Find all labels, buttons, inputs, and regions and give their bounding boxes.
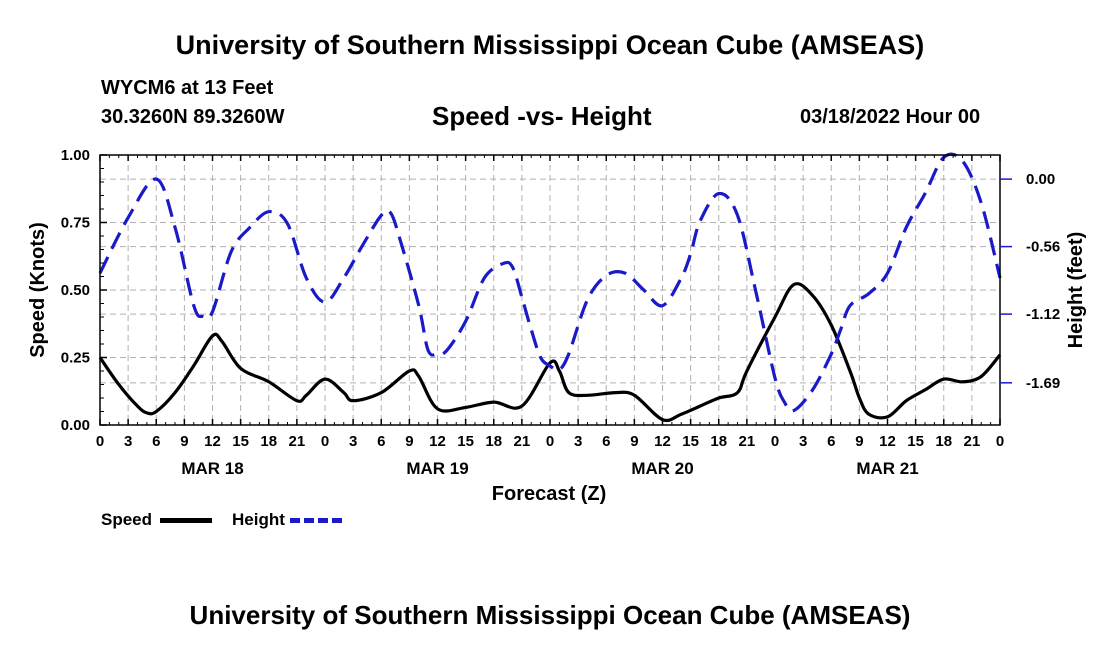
x-tick-label: 9 <box>405 433 413 450</box>
x-tick-label: 21 <box>289 433 306 450</box>
x-tick-label: 21 <box>514 433 531 450</box>
y-tick-label: 0.00 <box>61 417 90 434</box>
x-tick-label: 3 <box>349 433 357 450</box>
plot-subtitle: Speed -vs- Height <box>432 101 652 131</box>
height-series-line <box>98 152 1002 413</box>
forecast-datetime: 03/18/2022 Hour 00 <box>800 106 981 128</box>
x-tick-label: 9 <box>180 433 188 450</box>
date-label: MAR 20 <box>631 459 693 478</box>
y-axis-title: Speed (Knots) <box>27 222 49 358</box>
footer-title: University of Southern Mississippi Ocean… <box>189 600 911 630</box>
x-tick-label: 12 <box>879 433 896 450</box>
x-tick-label: 18 <box>260 433 277 450</box>
x-tick-label: 12 <box>654 433 671 450</box>
date-label: MAR 19 <box>406 459 468 478</box>
y2-tick-label: -0.56 <box>1026 239 1060 256</box>
x-tick-label: 15 <box>232 433 249 450</box>
x-tick-label: 15 <box>682 433 699 450</box>
grid <box>100 155 1000 425</box>
x-tick-label: 0 <box>96 433 104 450</box>
legend-height-swatch <box>290 518 342 523</box>
x-tick-label: 6 <box>377 433 385 450</box>
x-tick-label: 12 <box>204 433 221 450</box>
x-tick-label: 9 <box>855 433 863 450</box>
y-tick-label: 0.50 <box>61 282 90 299</box>
x-tick-label: 6 <box>827 433 835 450</box>
x-tick-label: 0 <box>546 433 554 450</box>
x-tick-label: 12 <box>429 433 446 450</box>
station-label: WYCM6 at 13 Feet <box>101 77 274 99</box>
coordinates-label: 30.3260N 89.3260W <box>101 106 285 128</box>
y2-tick-label: -1.12 <box>1026 306 1060 323</box>
x-tick-label: 6 <box>152 433 160 450</box>
y2-axis-title: Height (feet) <box>1065 232 1087 349</box>
y2-tick-label: 0.00 <box>1026 171 1055 188</box>
x-tick-label: 21 <box>964 433 981 450</box>
y2-tick-label: -1.69 <box>1026 375 1060 392</box>
x-tick-label: 0 <box>321 433 329 450</box>
x-tick-label: 6 <box>602 433 610 450</box>
x-tick-label: 3 <box>799 433 807 450</box>
date-label: MAR 18 <box>181 459 243 478</box>
x-tick-label: 18 <box>710 433 727 450</box>
y-tick-label: 0.75 <box>61 215 90 232</box>
x-tick-label: 18 <box>485 433 502 450</box>
y-tick-label: 1.00 <box>61 147 90 164</box>
date-label: MAR 21 <box>856 459 918 478</box>
x-tick-label: 21 <box>739 433 756 450</box>
x-tick-label: 18 <box>935 433 952 450</box>
chart-title: University of Southern Mississippi Ocean… <box>175 30 925 60</box>
x-tick-label: 0 <box>771 433 779 450</box>
x-tick-label: 15 <box>457 433 474 450</box>
y-tick-label: 0.25 <box>61 350 90 367</box>
x-tick-label: 0 <box>996 433 1004 450</box>
x-tick-label: 3 <box>574 433 582 450</box>
legend-speed-swatch <box>160 518 212 523</box>
x-tick-label: 9 <box>630 433 638 450</box>
speed-series-line <box>98 282 1002 423</box>
series-layer <box>98 152 1002 423</box>
speed-height-chart: 0 3 6 9 12 15 18 21 0 3 6 9 12 15 18 21 0 3 6 9 12 15 18 21 0 3 6 9… <box>27 147 1087 505</box>
x-axis-title: Forecast (Z) <box>492 483 606 505</box>
legend-height-label: Height <box>232 510 285 529</box>
x-tick-label: 3 <box>124 433 132 450</box>
axes: 0 3 6 9 12 15 18 21 0 3 6 9 12 15 18 21 0 3 6 9 12 15 18 21 0 3 6 9… <box>61 147 1060 478</box>
legend-speed-label: Speed <box>101 510 153 529</box>
x-tick-label: 15 <box>907 433 924 450</box>
